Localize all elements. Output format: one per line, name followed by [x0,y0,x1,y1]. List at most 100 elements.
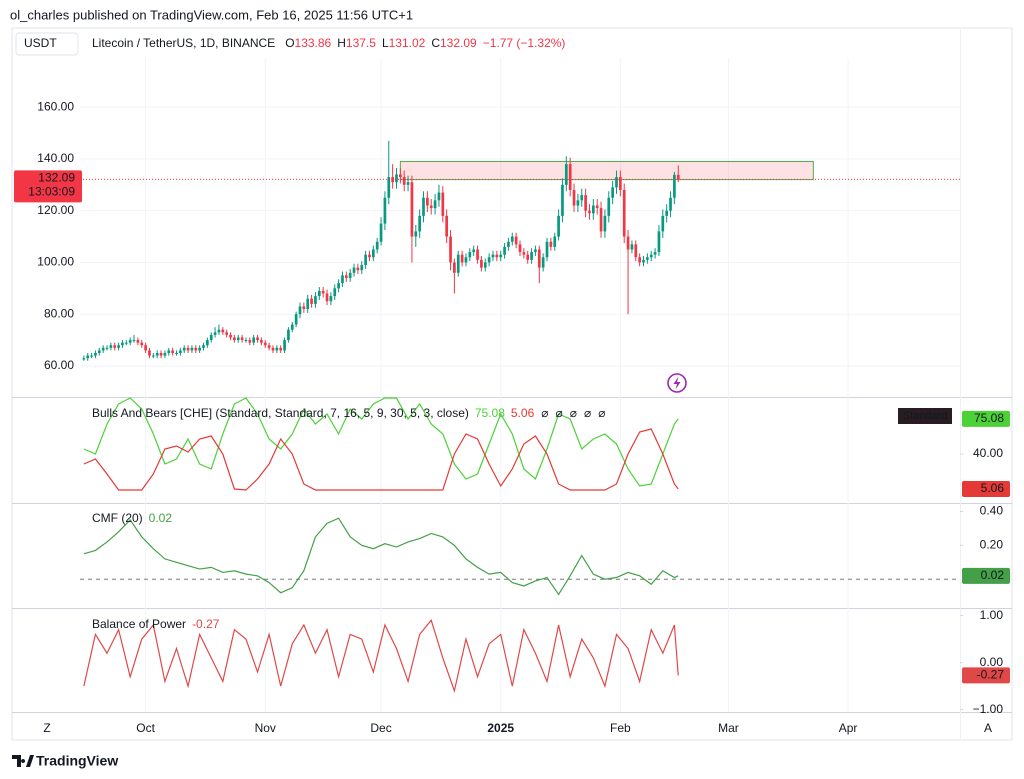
candle [144,342,147,354]
candle [379,217,383,246]
candle-body [599,208,603,232]
candle [306,294,310,313]
last-price-box [14,170,82,203]
candle [564,156,568,192]
candle-body [395,174,398,183]
candle [329,292,333,306]
candle-body [294,314,298,325]
candle [495,250,499,262]
candle [646,253,649,264]
last-value-label: -0.27 [977,667,1005,681]
currency[interactable]: USDT [24,36,57,50]
candle [179,347,182,356]
candle-body [371,249,375,258]
candle-body [472,249,476,253]
candle [611,180,614,205]
candle-body [90,355,93,357]
candle-body [213,332,217,335]
candle-body [148,350,151,356]
candle [256,334,259,343]
candle [445,209,449,244]
candle-body [518,244,522,253]
candle-body [483,262,487,268]
candle-body [429,205,433,209]
candle-body [638,257,641,263]
currency-box[interactable] [15,32,79,56]
candle [514,232,518,249]
indicator-legend: Balance of Power -0.27 [92,617,220,631]
last-value-label: 75.08 [974,411,1004,425]
candle [456,250,460,277]
candle-body [418,215,421,232]
candle [634,240,638,262]
candle-body [97,350,101,354]
candle [302,302,306,313]
icon-bolt[interactable] [673,376,681,390]
candle [665,204,669,223]
candle-body [399,174,402,178]
candle-body [568,164,572,190]
candle [194,345,198,354]
indicator-legend: Bulls And Bears [CHE] (Standard, Standar… [92,406,605,420]
brand-mark [12,755,34,767]
candle [94,350,97,359]
candle-body [202,345,205,348]
candle [676,165,680,183]
candle [399,167,402,184]
candle-body [649,254,653,258]
candle-body [503,246,506,255]
candle [182,345,186,354]
candle-body [611,187,614,198]
candle-body [445,215,449,237]
candle-body [121,342,124,346]
candle-body [290,324,294,330]
candle-body [549,241,553,247]
candle-body [360,265,364,271]
candle [271,345,275,354]
labels-layer: Oct Nov Dec 2025 Feb Mar Apr 60.00 80.00 100.00 12… [14,99,1010,735]
y-tick-label: 120.00 [37,203,74,217]
candle-body [206,340,209,346]
candle-body [368,254,371,258]
candle-body [553,236,557,247]
candle-body [522,252,526,255]
indicator-line [83,397,679,487]
candle-body [325,293,329,302]
candle [175,350,178,356]
candle [530,248,533,264]
candle [483,258,487,272]
candle [202,342,205,351]
candle [124,340,128,346]
candle [449,230,452,271]
scale-button[interactable]: A [984,721,992,735]
candle-body [244,340,248,342]
candle [294,311,298,328]
y-tick-label: 140.00 [37,151,74,165]
candle [537,245,541,284]
x-tick-label: Nov [255,721,276,735]
candle-body [426,197,429,206]
candle-body [669,197,672,211]
candle [572,183,576,212]
candle-body [607,197,611,216]
candle [580,188,584,207]
candle-body [526,254,530,260]
candle-body [151,355,155,357]
candle-body [175,353,178,355]
candle-body [572,189,576,206]
scale-button[interactable]: Z [43,721,50,735]
candle [649,250,653,262]
candle [561,178,564,223]
candle [553,232,557,251]
lightning-icon[interactable] [667,373,687,393]
candle-body [344,275,348,278]
candle [97,347,101,356]
y-tick-label: 80.00 [44,306,74,320]
candle-body [676,174,680,180]
candle [117,342,120,351]
ohlc-key: O [285,36,294,50]
candle-body [105,347,109,349]
candle [518,240,522,256]
candle [186,345,190,354]
candle [260,337,263,346]
